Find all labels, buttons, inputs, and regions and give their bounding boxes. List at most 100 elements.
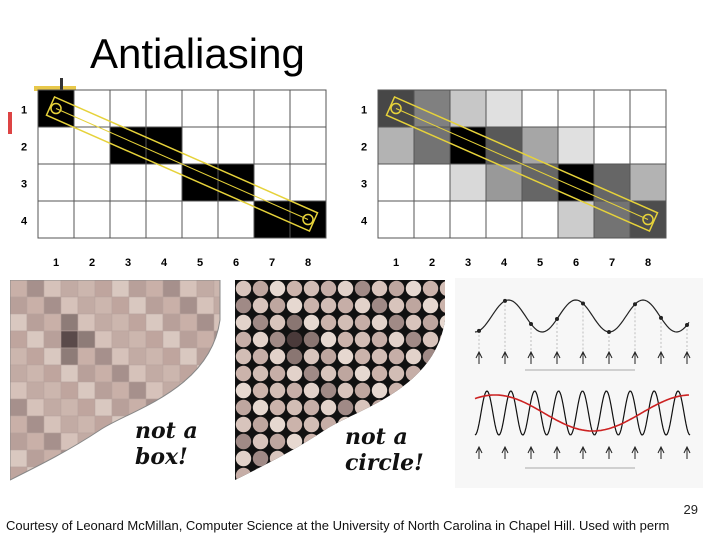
box-tile — [213, 466, 220, 480]
column-label: 5 — [197, 257, 203, 269]
pixel-cell — [37, 200, 75, 239]
alias-waveform — [474, 394, 690, 432]
box-tile — [77, 330, 96, 349]
box-tile — [60, 330, 79, 349]
pixel-cell — [377, 163, 415, 202]
circle-dot — [354, 297, 371, 314]
box-tile — [196, 280, 215, 298]
circle-dot — [439, 433, 445, 450]
box-tile — [43, 432, 62, 451]
box-tile — [196, 398, 215, 417]
line-end-point — [642, 213, 654, 226]
box-tile — [94, 296, 113, 315]
box-tile — [111, 449, 130, 468]
pixel-cell — [521, 200, 559, 239]
circle-dot — [235, 280, 252, 297]
box-tile — [77, 432, 96, 451]
box-tile — [43, 296, 62, 315]
circle-dot — [439, 416, 445, 433]
box-tile — [162, 313, 181, 332]
circle-dot — [269, 365, 286, 382]
box-tile — [26, 466, 45, 480]
circle-dot — [269, 382, 286, 399]
box-tile — [94, 364, 113, 383]
pixel-cell — [181, 200, 219, 239]
box-caption-line1: not a — [135, 418, 198, 444]
circle-dot — [337, 348, 354, 365]
bottom-sample-arrow — [501, 445, 509, 459]
circle-dot — [320, 467, 337, 480]
box-tile — [60, 280, 79, 298]
box-tile — [111, 347, 130, 366]
circle-dot — [422, 399, 439, 416]
title-accent-bar — [34, 86, 76, 91]
circle-dot — [371, 348, 388, 365]
circle-dot — [354, 280, 371, 297]
pixel-cell — [593, 89, 631, 128]
box-caption: not a box! — [135, 418, 198, 470]
circle-dot — [422, 348, 439, 365]
box-tile — [26, 398, 45, 417]
circle-dot — [337, 365, 354, 382]
pixel-cell — [253, 163, 291, 202]
pixel-cell — [413, 200, 451, 239]
circle-dot — [303, 348, 320, 365]
circle-dot — [405, 331, 422, 348]
column-label: 1 — [393, 257, 399, 269]
circle-dot — [235, 467, 252, 480]
box-tile — [111, 381, 130, 400]
circle-dot — [388, 399, 405, 416]
box-tile — [43, 398, 62, 417]
pixel-cell — [289, 126, 327, 165]
pixel-cell — [109, 163, 147, 202]
circle-dot — [320, 348, 337, 365]
box-tile — [196, 381, 215, 400]
circle-dot — [354, 314, 371, 331]
pixel-cell — [73, 200, 111, 239]
ideal-line — [395, 108, 649, 220]
box-tile — [10, 364, 28, 383]
box-tile — [162, 364, 181, 383]
box-tile — [179, 381, 198, 400]
box-tile — [179, 313, 198, 332]
box-tile — [77, 415, 96, 434]
bottom-sample-arrow — [475, 445, 483, 459]
top-sample-dot — [503, 298, 507, 303]
circle-dot — [303, 467, 320, 480]
circle-dot — [235, 297, 252, 314]
sampling-figure — [455, 278, 703, 488]
bottom-sample-arrow — [657, 445, 665, 459]
circle-dot — [422, 450, 439, 467]
pixel-cell — [145, 163, 183, 202]
box-tile — [26, 313, 45, 332]
circle-dot — [303, 297, 320, 314]
circle-dot — [405, 382, 422, 399]
top-sample-dot — [581, 301, 585, 306]
box-tile — [179, 364, 198, 383]
pixel-cell — [145, 200, 183, 239]
top-sample-arrow — [631, 350, 639, 364]
box-tile — [213, 432, 220, 451]
pixel-cell — [485, 89, 523, 128]
circle-dot — [252, 348, 269, 365]
box-tile — [128, 381, 147, 400]
box-tile — [213, 381, 220, 400]
pixel-cell — [109, 89, 147, 128]
circle-dot — [252, 365, 269, 382]
box-tile — [128, 347, 147, 366]
circle-dot — [405, 297, 422, 314]
circle-dot — [371, 314, 388, 331]
box-tile — [43, 466, 62, 480]
box-tile — [94, 381, 113, 400]
pixel-cell — [217, 200, 255, 239]
pixel-cell — [253, 89, 291, 128]
box-tile — [26, 330, 45, 349]
circle-dot — [388, 365, 405, 382]
box-tile — [26, 364, 45, 383]
column-label: 1 — [53, 257, 59, 269]
box-tile — [213, 398, 220, 417]
circle-dot — [235, 314, 252, 331]
line-footprint — [45, 95, 319, 233]
line-footprint — [385, 95, 659, 233]
box-tile — [145, 280, 164, 298]
